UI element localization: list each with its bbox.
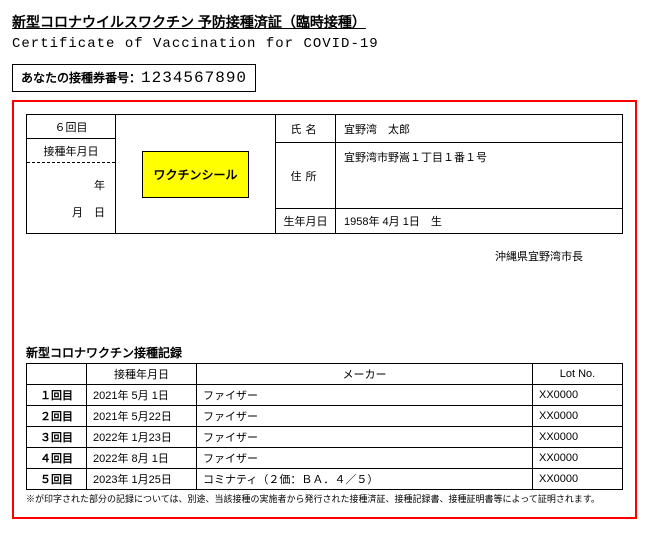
info-row-name: 氏名 宜野湾 太郎 (276, 115, 622, 143)
maker-cell: ファイザー (197, 448, 533, 469)
certificate-top-grid: ６回目 接種年月日 年 月 日 ワクチンシール 氏名 宜野湾 太郎 住所 宜野湾… (26, 114, 623, 234)
dose-cell: ５回目 (27, 469, 87, 490)
ticket-label: あなたの接種券番号： (21, 71, 141, 85)
name-value: 宜野湾 太郎 (336, 115, 622, 142)
ticket-number: 1234567890 (141, 69, 247, 87)
table-row: １回目2021年 5月 1日ファイザーXX0000 (27, 385, 623, 406)
info-row-dob: 生年月日 1958年 4月 1日 生 (276, 209, 622, 233)
year-label: 年 (31, 177, 111, 193)
table-row: ４回目2022年 8月 1日ファイザーXX0000 (27, 448, 623, 469)
ticket-number-box: あなたの接種券番号：1234567890 (12, 64, 256, 92)
lot-cell: XX0000 (533, 427, 623, 448)
history-header-row: 接種年月日 メーカー Lot No. (27, 364, 623, 385)
dob-value: 1958年 4月 1日 生 (336, 209, 622, 233)
date-cell: 2022年 8月 1日 (87, 448, 197, 469)
address-value: 宜野湾市野嵩１丁目１番１号 (336, 143, 622, 208)
title-english: Certificate of Vaccination for COVID-19 (12, 36, 637, 52)
lot-cell: XX0000 (533, 385, 623, 406)
history-title: 新型コロナワクチン接種記録 (26, 344, 623, 361)
vaccine-sticker-placeholder: ワクチンシール (142, 151, 248, 198)
history-header-lot: Lot No. (533, 364, 623, 385)
maker-cell: ファイザー (197, 406, 533, 427)
lot-cell: XX0000 (533, 469, 623, 490)
maker-cell: ファイザー (197, 427, 533, 448)
history-header-dose (27, 364, 87, 385)
history-header-maker: メーカー (197, 364, 533, 385)
name-label: 氏名 (276, 115, 336, 142)
sticker-cell: ワクチンシール (116, 114, 276, 234)
vaccination-history-table: 接種年月日 メーカー Lot No. １回目2021年 5月 1日ファイザーXX… (26, 363, 623, 490)
dose-number: ６回目 (27, 115, 115, 139)
date-cell: 2022年 1月23日 (87, 427, 197, 448)
dose-cell: ２回目 (27, 406, 87, 427)
date-cell: 2021年 5月 1日 (87, 385, 197, 406)
lot-cell: XX0000 (533, 406, 623, 427)
vaccination-date-body: 年 月 日 (27, 163, 115, 233)
dose-cell: １回目 (27, 385, 87, 406)
table-row: ３回目2022年 1月23日ファイザーXX0000 (27, 427, 623, 448)
info-row-address: 住所 宜野湾市野嵩１丁目１番１号 (276, 143, 622, 209)
history-footnote: ※が印字された部分の記録については、別途、当該接種の実施者から発行された接種済証… (26, 492, 623, 505)
dose-date-column: ６回目 接種年月日 年 月 日 (26, 114, 116, 234)
date-cell: 2023年 1月25日 (87, 469, 197, 490)
table-row: ２回目2021年 5月22日ファイザーXX0000 (27, 406, 623, 427)
dose-cell: ３回目 (27, 427, 87, 448)
title-japanese: 新型コロナウイルスワクチン 予防接種済証（臨時接種） (12, 12, 637, 32)
dob-label: 生年月日 (276, 209, 336, 233)
history-header-date: 接種年月日 (87, 364, 197, 385)
recipient-info-table: 氏名 宜野湾 太郎 住所 宜野湾市野嵩１丁目１番１号 生年月日 1958年 4月… (276, 114, 623, 234)
address-label: 住所 (276, 143, 336, 208)
issuer-mayor: 沖縄県宜野湾市長 (26, 246, 623, 264)
maker-cell: コミナティ（２価：ＢＡ．４／５） (197, 469, 533, 490)
table-row: ５回目2023年 1月25日コミナティ（２価：ＢＡ．４／５）XX0000 (27, 469, 623, 490)
date-cell: 2021年 5月22日 (87, 406, 197, 427)
month-day-label: 月 日 (31, 204, 111, 220)
lot-cell: XX0000 (533, 448, 623, 469)
maker-cell: ファイザー (197, 385, 533, 406)
vaccination-date-header: 接種年月日 (27, 139, 115, 163)
certificate-frame: ６回目 接種年月日 年 月 日 ワクチンシール 氏名 宜野湾 太郎 住所 宜野湾… (12, 100, 637, 519)
dose-cell: ４回目 (27, 448, 87, 469)
